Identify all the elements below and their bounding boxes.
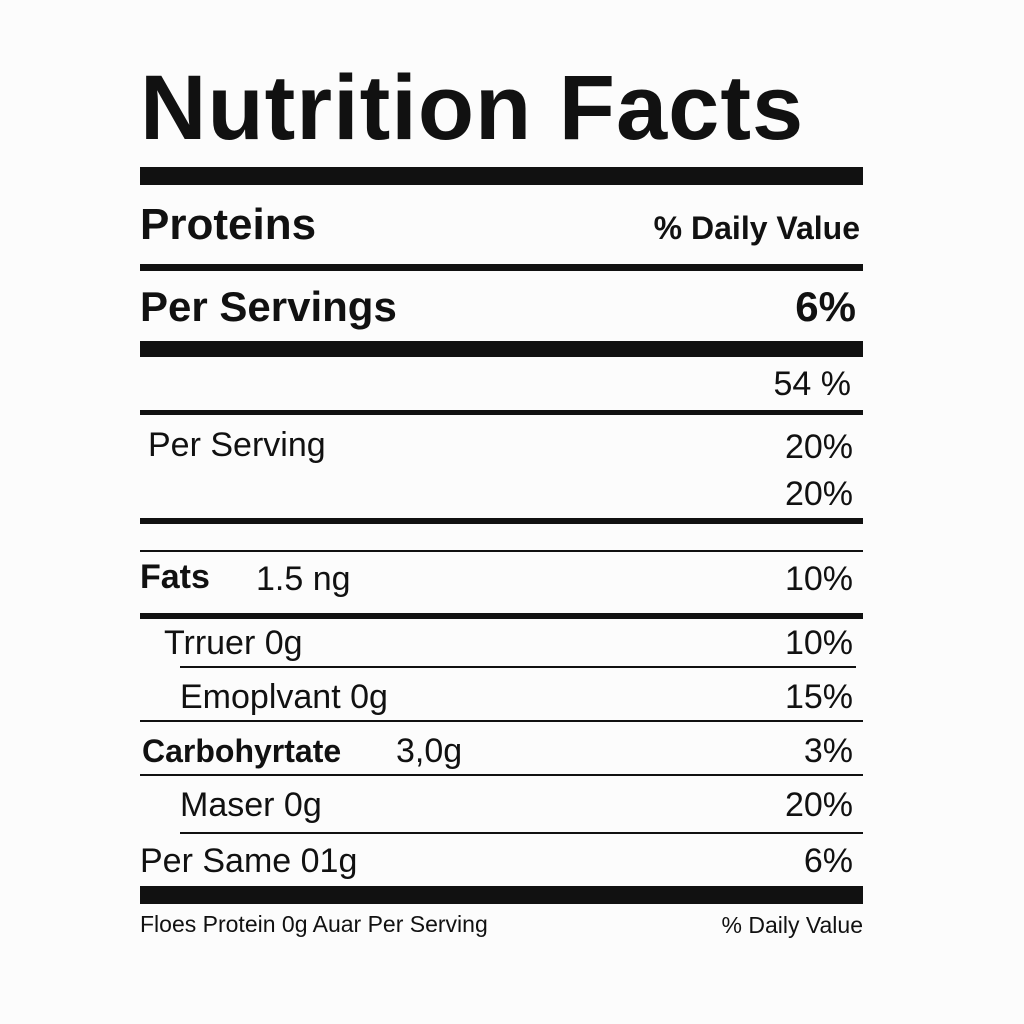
divider-5 — [140, 550, 863, 552]
row2-value-a: 20% — [784, 428, 853, 466]
fats-value: 10% — [784, 560, 853, 598]
serving-main-row: Per Servings 6% — [140, 283, 856, 331]
divider-8 — [140, 720, 863, 722]
per-same-label: Per Same 01g — [140, 842, 358, 880]
maser-label: Maser 0g — [180, 786, 322, 824]
footer-left: Floes Protein 0g Auar Per Serving — [140, 911, 488, 937]
emoplvant-label: Emoplvant 0g — [180, 678, 388, 716]
serving-main-label: Per Servings — [140, 283, 397, 330]
divider-10 — [180, 832, 863, 834]
carbohyrtate-amount: 3,0g — [396, 732, 463, 770]
fats-amount: 1.5 ng — [256, 560, 351, 598]
header-row: Proteins % Daily Value — [140, 200, 860, 250]
maser-value: 20% — [784, 786, 853, 824]
divider-3 — [140, 410, 863, 415]
nutrition-label: Nutrition Facts Proteins % Daily Value P… — [140, 0, 863, 1024]
emoplvant-value: 15% — [784, 678, 853, 716]
per-same-value: 6% — [803, 842, 853, 880]
row2-label: Per Serving — [148, 426, 326, 464]
trruer-value: 10% — [784, 624, 853, 662]
divider-9 — [140, 774, 863, 776]
header-right: % Daily Value — [653, 210, 860, 246]
row2-value-b: 20% — [784, 475, 853, 513]
fats-label: Fats — [140, 558, 210, 596]
divider-7 — [180, 666, 856, 668]
divider-4 — [140, 518, 863, 524]
header-left: Proteins — [140, 200, 317, 249]
carbohyrtate-label: Carbohyrtate — [142, 733, 342, 769]
carbohyrtate-value: 3% — [803, 732, 853, 770]
divider-6 — [140, 613, 863, 619]
thick-divider-2 — [140, 341, 863, 357]
serving-main-value: 6% — [795, 283, 856, 330]
divider-1 — [140, 264, 863, 271]
label-title: Nutrition Facts — [140, 57, 805, 159]
trruer-label: Trruer 0g — [164, 624, 303, 662]
footer-right: % Daily Value — [721, 912, 863, 938]
top-thick-divider — [140, 167, 863, 185]
row1-value: 54 % — [773, 365, 852, 403]
bottom-thick-divider — [140, 886, 863, 904]
